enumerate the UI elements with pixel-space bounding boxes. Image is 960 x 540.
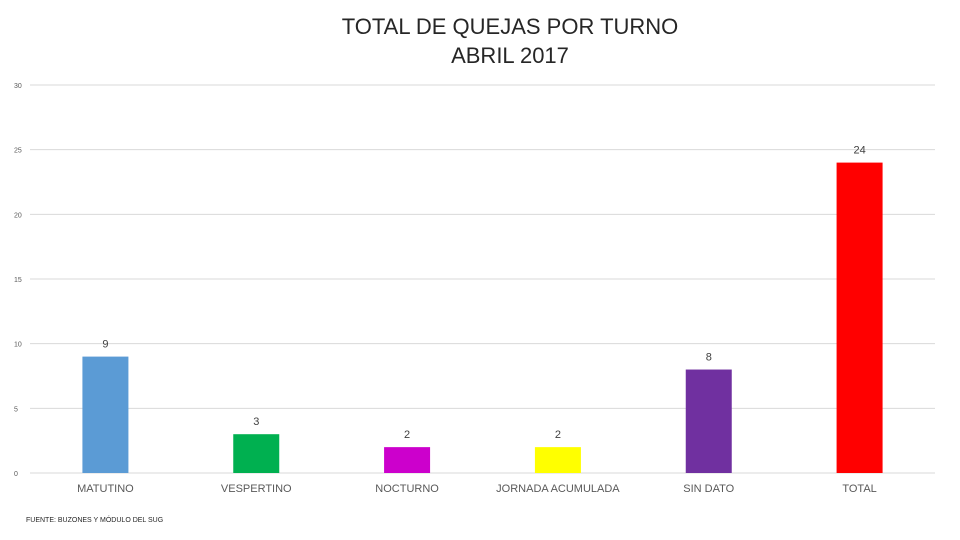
- y-tick-label: 30: [14, 83, 22, 90]
- bar-nocturno: [384, 447, 431, 473]
- y-tick-label: 0: [14, 471, 18, 478]
- y-tick-label: 20: [14, 212, 22, 219]
- data-labels: 9 3 2 2 8 24: [102, 145, 865, 442]
- bar-matutino: [82, 356, 129, 473]
- data-label: 3: [253, 416, 259, 428]
- gridlines: [30, 84, 935, 474]
- bar-sin-dato: [685, 369, 732, 473]
- data-label: 2: [555, 429, 561, 441]
- data-label: 2: [404, 429, 410, 441]
- x-axis-tick-labels: MATUTINO VESPERTINO NOCTURNO JORNADA ACUMUL…: [77, 483, 877, 495]
- y-axis-tick-labels: 0 5 10 15 20 25 30: [14, 83, 22, 478]
- source-note: FUENTE: BUZONES Y MÓDULO DEL SUG: [26, 517, 164, 524]
- y-tick-label: 5: [14, 406, 18, 413]
- chart-subtitle: ABRIL 2017: [451, 43, 569, 68]
- data-label: 8: [706, 352, 712, 364]
- y-tick-label: 25: [14, 148, 22, 155]
- bars: [82, 162, 883, 473]
- x-tick-label: VESPERTINO: [221, 483, 292, 495]
- x-tick-label: SIN DATO: [683, 483, 734, 495]
- data-label: 9: [102, 339, 108, 351]
- bar-vespertino: [233, 434, 280, 473]
- chart-title: TOTAL DE QUEJAS POR TURNO: [341, 14, 679, 39]
- chart-title-block: TOTAL DE QUEJAS POR TURNO ABRIL 2017: [0, 12, 960, 70]
- y-tick-label: 10: [14, 342, 22, 349]
- x-tick-label: MATUTINO: [77, 483, 134, 495]
- x-tick-label: TOTAL: [842, 483, 876, 495]
- x-tick-label: NOCTURNO: [375, 483, 439, 495]
- data-label: 24: [853, 145, 865, 157]
- bar-total: [836, 162, 883, 473]
- y-tick-label: 15: [14, 277, 22, 284]
- x-tick-label: JORNADA ACUMULADA: [496, 483, 620, 495]
- bar-jornada-acumulada: [534, 447, 581, 473]
